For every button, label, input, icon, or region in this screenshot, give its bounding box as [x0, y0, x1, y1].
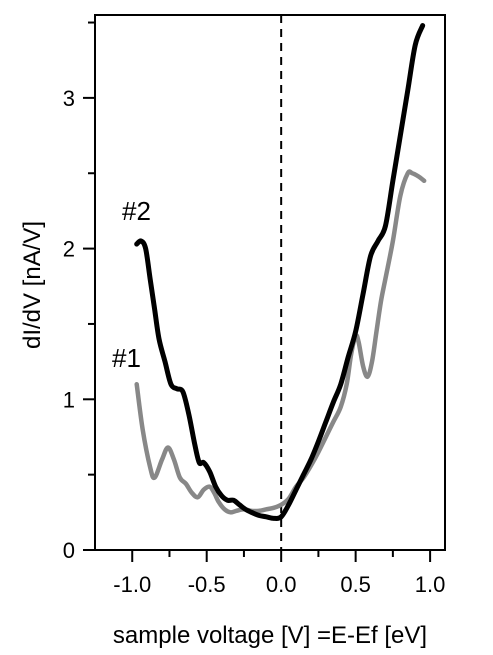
y-tick-label: 3	[63, 86, 75, 111]
x-tick-label: 1.0	[415, 572, 446, 597]
axis-ticks: -1.0 -0.5 0.0 0.5 1.0 0 1 2 3	[63, 21, 446, 597]
series-label-1: #1	[112, 343, 141, 373]
x-tick-label: 0.5	[340, 572, 371, 597]
y-tick-label: 0	[63, 538, 75, 563]
x-axis-title: sample voltage [V] =E-Ef [eV]	[113, 622, 427, 649]
y-axis-title: dI/dV [nA/V]	[19, 221, 46, 349]
series-group	[134, 23, 427, 521]
x-tick-label: 0.0	[266, 572, 297, 597]
y-tick-label: 1	[63, 387, 75, 412]
plot-frame	[94, 14, 446, 551]
y-tick-label: 2	[63, 237, 75, 262]
series-line-1	[134, 169, 427, 515]
series-label-2: #2	[122, 196, 151, 226]
x-tick-label: -0.5	[188, 572, 226, 597]
x-tick-label: -1.0	[113, 572, 151, 597]
series-line-2	[134, 23, 426, 521]
